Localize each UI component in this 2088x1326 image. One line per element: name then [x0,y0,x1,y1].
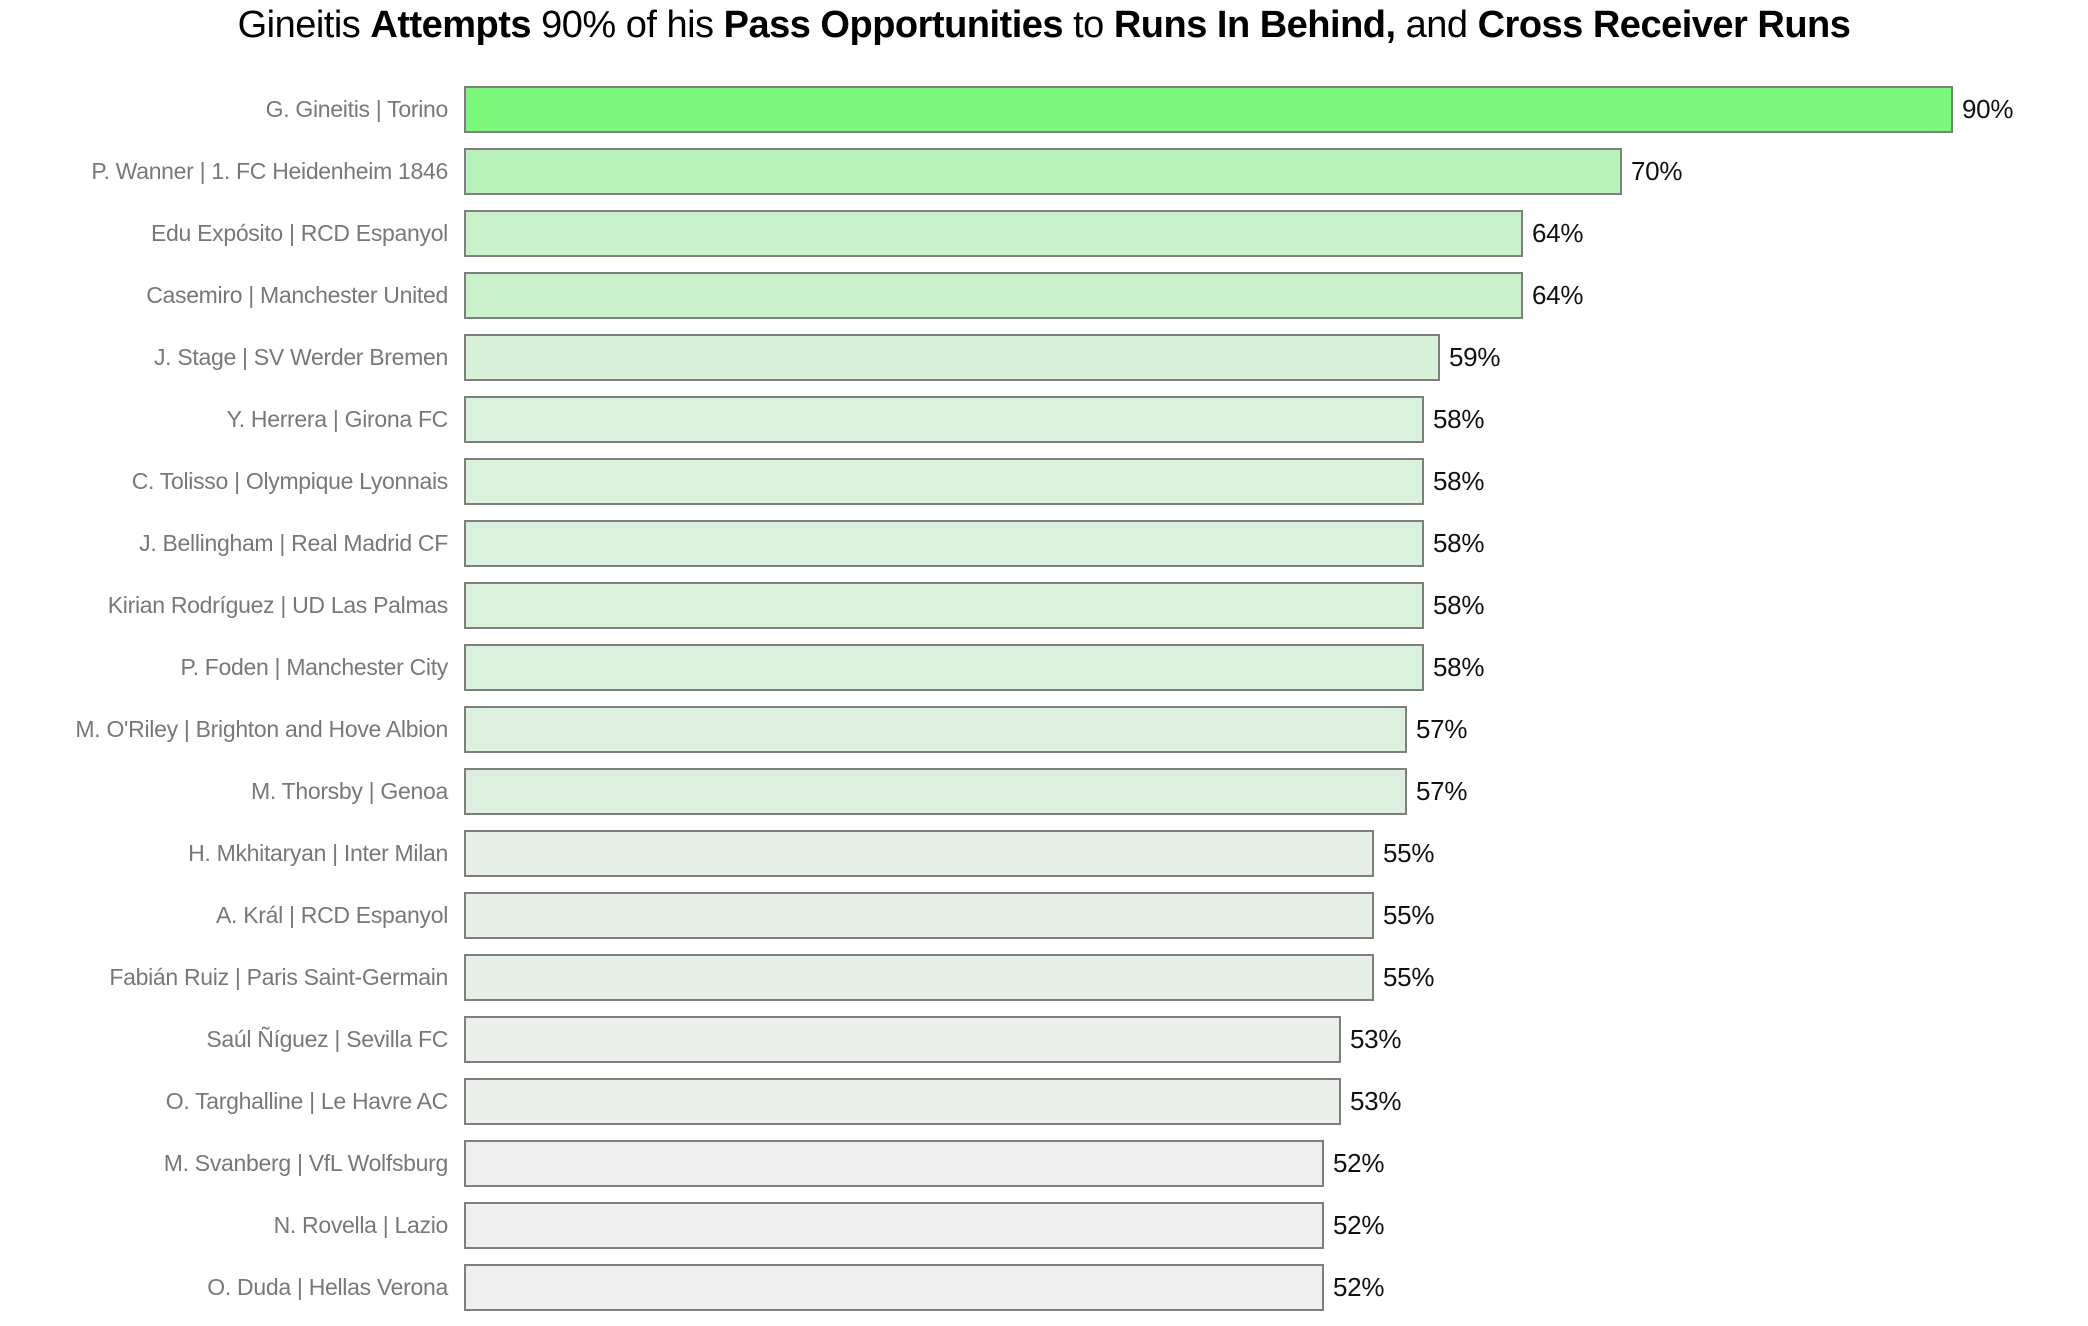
value-label: 70% [1631,156,1683,186]
category-label: C. Tolisso | Olympique Lyonnais [131,468,449,494]
value-label: 55% [1383,900,1435,930]
title-bold-segment: Cross Receiver Runs [1477,4,1851,46]
bar [464,1016,1341,1063]
bar [464,830,1374,877]
value-label: 58% [1433,404,1485,434]
bar [464,644,1424,691]
bar [464,1264,1324,1311]
value-label: 53% [1350,1024,1402,1054]
chart-row: Y. Herrera | Girona FC 58% [0,396,2088,443]
category-label: H. Mkhitaryan | Inter Milan [188,840,448,866]
bar [464,1202,1324,1249]
value-label: 58% [1433,528,1485,558]
category-label: M. Svanberg | VfL Wolfsburg [163,1150,449,1176]
value-label: 55% [1383,962,1435,992]
chart-row: M. Thorsby | Genoa 57% [0,768,2088,815]
chart-row: P. Foden | Manchester City 58% [0,644,2088,691]
chart-row: J. Stage | SV Werder Bremen 59% [0,334,2088,381]
title-segment: and [1395,4,1478,46]
category-label: P. Wanner | 1. FC Heidenheim 1846 [91,158,448,184]
category-label: M. O'Riley | Brighton and Hove Albion [75,716,448,742]
chart-row: N. Rovella | Lazio 52% [0,1202,2088,1249]
category-label: O. Duda | Hellas Verona [207,1274,448,1300]
bar [464,1140,1324,1187]
value-label: 58% [1433,652,1485,682]
value-label: 58% [1433,590,1485,620]
chart-row: G. Gineitis | Torino 90% [0,86,2088,133]
category-label: Edu Expósito | RCD Espanyol [150,220,448,246]
bar [464,892,1374,939]
chart-row: M. O'Riley | Brighton and Hove Albion 57% [0,706,2088,753]
bar [464,582,1424,629]
value-label: 59% [1449,342,1501,372]
chart-row: M. Svanberg | VfL Wolfsburg 52% [0,1140,2088,1187]
bar [464,210,1523,257]
chart-row: Saúl Ñíguez | Sevilla FC 53% [0,1016,2088,1063]
title-segment: to [1063,4,1114,46]
value-label: 52% [1333,1272,1385,1302]
value-label: 90% [1962,94,2014,124]
category-label: G. Gineitis | Torino [265,96,449,122]
value-label: 53% [1350,1086,1402,1116]
chart-row: Edu Expósito | RCD Espanyol 64% [0,210,2088,257]
chart-row: O. Duda | Hellas Verona 52% [0,1264,2088,1311]
value-label: 52% [1333,1210,1385,1240]
chart-row: A. Král | RCD Espanyol 55% [0,892,2088,939]
bar [464,768,1407,815]
category-label: Saúl Ñíguez | Sevilla FC [206,1026,448,1052]
title-segment: 90% of his [531,4,724,46]
chart-row: J. Bellingham | Real Madrid CF 58% [0,520,2088,567]
bar [464,86,1953,133]
value-label: 58% [1433,466,1485,496]
bar [464,1078,1341,1125]
bar [464,334,1440,381]
chart-row: O. Targhalline | Le Havre AC 53% [0,1078,2088,1125]
value-label: 57% [1416,776,1468,806]
bar [464,148,1622,195]
value-label: 55% [1383,838,1435,868]
title-bold-segment: Runs In Behind, [1113,4,1396,46]
category-label: Casemiro | Manchester United [146,282,448,308]
chart-row: P. Wanner | 1. FC Heidenheim 1846 70% [0,148,2088,195]
category-label: J. Bellingham | Real Madrid CF [139,530,448,556]
bar [464,520,1424,567]
category-label: Y. Herrera | Girona FC [226,406,449,432]
category-label: Kirian Rodríguez | UD Las Palmas [107,592,449,618]
bar [464,954,1374,1001]
value-label: 64% [1532,280,1584,310]
category-label: N. Rovella | Lazio [273,1212,449,1238]
bar [464,396,1424,443]
title-bold-segment: Pass Opportunities [723,4,1064,46]
category-label: J. Stage | SV Werder Bremen [153,344,448,370]
bar [464,272,1523,319]
value-label: 64% [1532,218,1584,248]
category-label: M. Thorsby | Genoa [250,778,448,804]
title-segment: Gineitis [237,4,371,46]
value-label: 52% [1333,1148,1385,1178]
chart-title: Gineitis Attempts 90% of his Pass Opport… [0,4,2088,47]
value-label: 57% [1416,714,1468,744]
bar [464,706,1407,753]
chart-row: C. Tolisso | Olympique Lyonnais 58% [0,458,2088,505]
bar [464,458,1424,505]
chart-row: Casemiro | Manchester United 64% [0,272,2088,319]
category-label: P. Foden | Manchester City [180,654,449,680]
bar-chart: G. Gineitis | Torino 90% P. Wanner | 1. FC… [0,86,2088,1326]
chart-row: Kirian Rodríguez | UD Las Palmas 58% [0,582,2088,629]
chart-row: Fabián Ruiz | Paris Saint-Germain 55% [0,954,2088,1001]
title-bold-segment: Attempts [370,4,532,46]
category-label: Fabián Ruiz | Paris Saint-Germain [109,964,448,990]
category-label: O. Targhalline | Le Havre AC [165,1088,449,1114]
chart-row: H. Mkhitaryan | Inter Milan 55% [0,830,2088,877]
category-label: A. Král | RCD Espanyol [215,902,448,928]
